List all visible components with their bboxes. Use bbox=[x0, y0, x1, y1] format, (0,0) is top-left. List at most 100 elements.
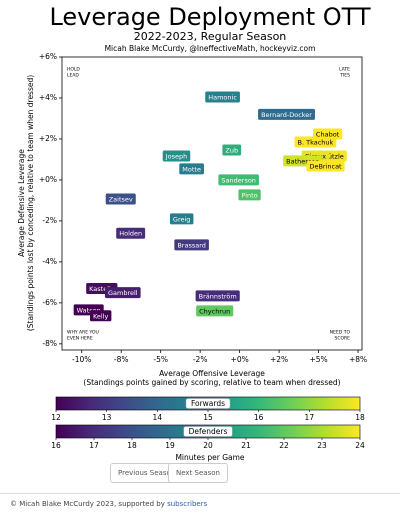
player-label: Pinto bbox=[241, 191, 257, 199]
player-label: Sanderson bbox=[221, 176, 256, 184]
player-label: Chabot bbox=[316, 131, 340, 139]
player-point: Holden bbox=[116, 227, 146, 239]
colorbar-tick-label: 24 bbox=[355, 441, 365, 450]
next-season-button[interactable]: Next Season bbox=[168, 463, 228, 483]
x-tick-label: +2% bbox=[270, 355, 288, 364]
corner-annotation: SCORE bbox=[334, 336, 350, 342]
x-tick-label: -8% bbox=[114, 355, 129, 364]
corner-annotation: WHY ARE YOU bbox=[67, 330, 99, 336]
player-box bbox=[169, 213, 194, 225]
footer-rule bbox=[0, 493, 400, 494]
player-box bbox=[116, 227, 146, 239]
player-box bbox=[205, 91, 240, 103]
y-tick-label: -6% bbox=[42, 298, 57, 307]
corner-annotation: TIES bbox=[339, 73, 350, 79]
colorbar-tick-label: 16 bbox=[51, 441, 61, 450]
player-point: Gambrell bbox=[104, 287, 141, 299]
player-label: Zaitsev bbox=[109, 195, 133, 203]
credit: Micah Blake McCurdy, @IneffectiveMath, h… bbox=[105, 44, 316, 53]
colorbar-title: Forwards bbox=[191, 399, 225, 408]
y-axis-label: (Standings points lost by conceding, rel… bbox=[26, 75, 35, 331]
x-tick-label: -5% bbox=[153, 355, 168, 364]
player-point: Bernard-Docker bbox=[258, 108, 315, 120]
player-point: Greig bbox=[169, 213, 194, 225]
player-box bbox=[104, 287, 141, 299]
corner-annotation: LEAD bbox=[67, 73, 79, 79]
player-point: Joseph bbox=[162, 150, 191, 162]
player-label: Stützle bbox=[321, 152, 344, 160]
player-label: Brassard bbox=[177, 241, 206, 249]
x-tick-label: -10% bbox=[72, 355, 91, 364]
player-box bbox=[238, 189, 261, 201]
player-point: Pinto bbox=[238, 189, 261, 201]
player-label: Kelly bbox=[93, 312, 109, 320]
player-box bbox=[89, 310, 112, 322]
player-point: Zub bbox=[222, 144, 242, 156]
footer-text: © Micah Blake McCurdy 2023, supported by bbox=[10, 500, 168, 508]
player-point: Brännström bbox=[195, 290, 240, 302]
corner-annotation: LATE bbox=[339, 67, 350, 73]
player-point: Brassard bbox=[174, 239, 209, 251]
colorbar-tick-label: 18 bbox=[355, 413, 365, 422]
player-label: Zub bbox=[225, 147, 238, 155]
player-label: Bernard-Docker bbox=[261, 111, 312, 119]
colorbar-tick-label: 12 bbox=[51, 413, 61, 422]
plot-frame bbox=[61, 56, 363, 351]
x-tick-label: +8% bbox=[349, 355, 367, 364]
corner-annotation: EVEN HERE bbox=[67, 336, 93, 342]
player-point: Motte bbox=[179, 163, 204, 175]
colorbar-title: Defenders bbox=[189, 427, 228, 436]
player-label: Greig bbox=[173, 215, 191, 223]
colorbar-tick-label: 14 bbox=[153, 413, 163, 422]
player-label: Chychrun bbox=[199, 307, 230, 315]
colorbar-title-box bbox=[183, 426, 233, 437]
player-label: Kastelic bbox=[89, 285, 115, 293]
chart-title: Leverage Deployment OTT bbox=[49, 3, 370, 31]
x-tick-label: +5% bbox=[309, 355, 327, 364]
x-axis-label: (Standings points gained by scoring, rel… bbox=[83, 378, 340, 387]
player-label: Watson bbox=[77, 306, 101, 314]
player-label: Batherson bbox=[286, 157, 319, 165]
player-box bbox=[222, 144, 242, 156]
player-box bbox=[258, 108, 315, 120]
subscribers-link[interactable]: subscribers bbox=[167, 500, 208, 508]
y-tick-label: +2% bbox=[39, 134, 57, 143]
colorbar-tick-label: 23 bbox=[317, 441, 327, 450]
player-box bbox=[174, 239, 209, 251]
player-box bbox=[162, 150, 191, 162]
player-label: DeBrincat bbox=[309, 163, 342, 171]
colorbar-tick-label: 20 bbox=[203, 441, 213, 450]
player-box bbox=[306, 160, 345, 172]
player-point: DeBrincat bbox=[306, 160, 345, 172]
x-tick-label: +0% bbox=[231, 355, 249, 364]
y-tick-label: -2% bbox=[42, 216, 57, 225]
colorbar-label: Minutes per Game bbox=[175, 453, 244, 462]
y-tick-label: +6% bbox=[39, 52, 57, 61]
player-point: Hamonic bbox=[205, 91, 240, 103]
footer: © Micah Blake McCurdy 2023, supported by… bbox=[10, 500, 207, 508]
y-tick-label: +0% bbox=[39, 175, 57, 184]
x-tick-label: -2% bbox=[193, 355, 208, 364]
colorbar-tick-label: 21 bbox=[241, 441, 251, 450]
colorbar-tick-label: 16 bbox=[254, 413, 264, 422]
player-point: Zaitsev bbox=[105, 193, 136, 205]
colorbar-tick-label: 18 bbox=[127, 441, 137, 450]
player-point: Chychrun bbox=[196, 305, 234, 317]
player-label: Holden bbox=[119, 230, 142, 238]
chart-subtitle: 2022-2023, Regular Season bbox=[134, 30, 287, 43]
player-label: Hamonic bbox=[208, 93, 237, 101]
player-box bbox=[195, 290, 240, 302]
corner-annotation: HOLD bbox=[67, 67, 80, 73]
x-axis-label: Average Offensive Leverage bbox=[159, 369, 265, 378]
player-box bbox=[105, 193, 136, 205]
colorbar-tick-label: 22 bbox=[279, 441, 289, 450]
y-tick-label: -8% bbox=[42, 339, 57, 348]
player-box bbox=[196, 305, 234, 317]
colorbar-tick-label: 15 bbox=[203, 413, 213, 422]
player-label: Motte bbox=[182, 165, 201, 173]
colorbar-tick-label: 17 bbox=[305, 413, 315, 422]
y-tick-label: -4% bbox=[42, 257, 57, 266]
colorbar-tick-label: 13 bbox=[102, 413, 112, 422]
colorbar-title-box bbox=[185, 398, 231, 409]
